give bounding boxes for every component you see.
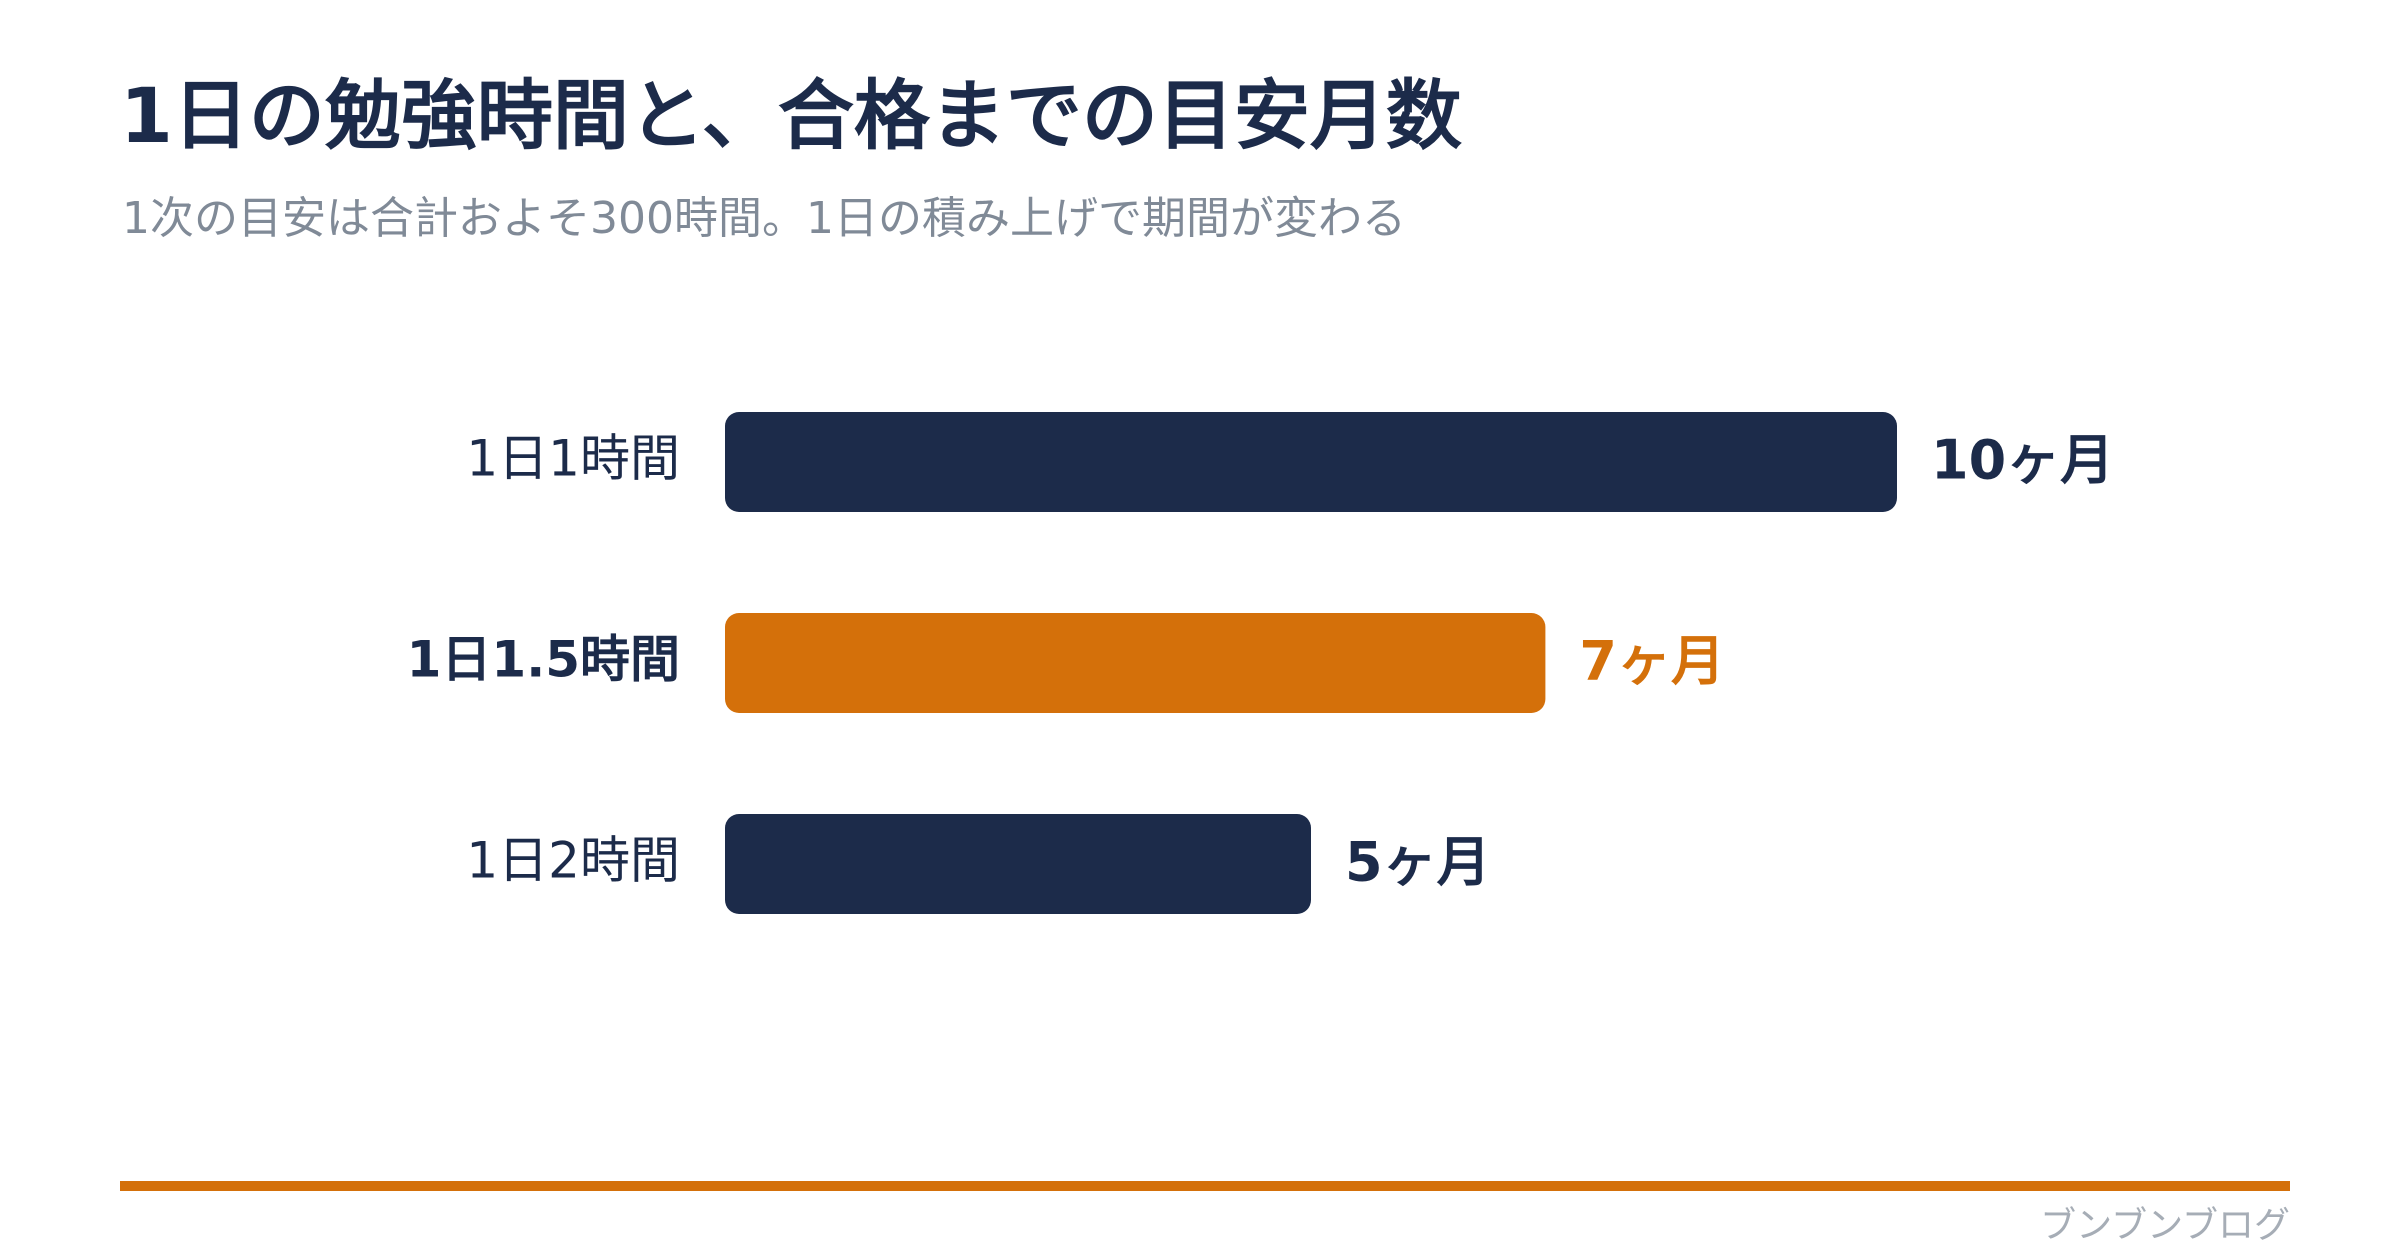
bar-chart: 1日1時間 10ヶ月 1日1.5時間 7ヶ月 1日2時間 5ヶ月 <box>407 412 2114 914</box>
brand-name: ブンブンブログ <box>2040 1205 2290 1246</box>
category-label-2: 1日2時間 <box>466 832 680 890</box>
category-label-1: 1日1.5時間 <box>407 631 680 689</box>
category-label-0: 1日1時間 <box>466 430 680 488</box>
bar-2 <box>725 814 1311 914</box>
chart-subtitle: 1次の目安は合計およそ300時間。1日の積み上げで期間が変わる <box>122 193 1406 244</box>
bar-0 <box>725 412 1897 512</box>
value-label-1: 7ヶ月 <box>1579 630 1725 693</box>
value-label-2: 5ヶ月 <box>1345 831 1491 894</box>
footer-divider <box>120 1181 2290 1191</box>
bar-1 <box>725 613 1546 713</box>
value-label-0: 10ヶ月 <box>1931 429 2114 492</box>
chart-title: 1日の勉強時間と、合格までの目安月数 <box>120 71 1462 160</box>
